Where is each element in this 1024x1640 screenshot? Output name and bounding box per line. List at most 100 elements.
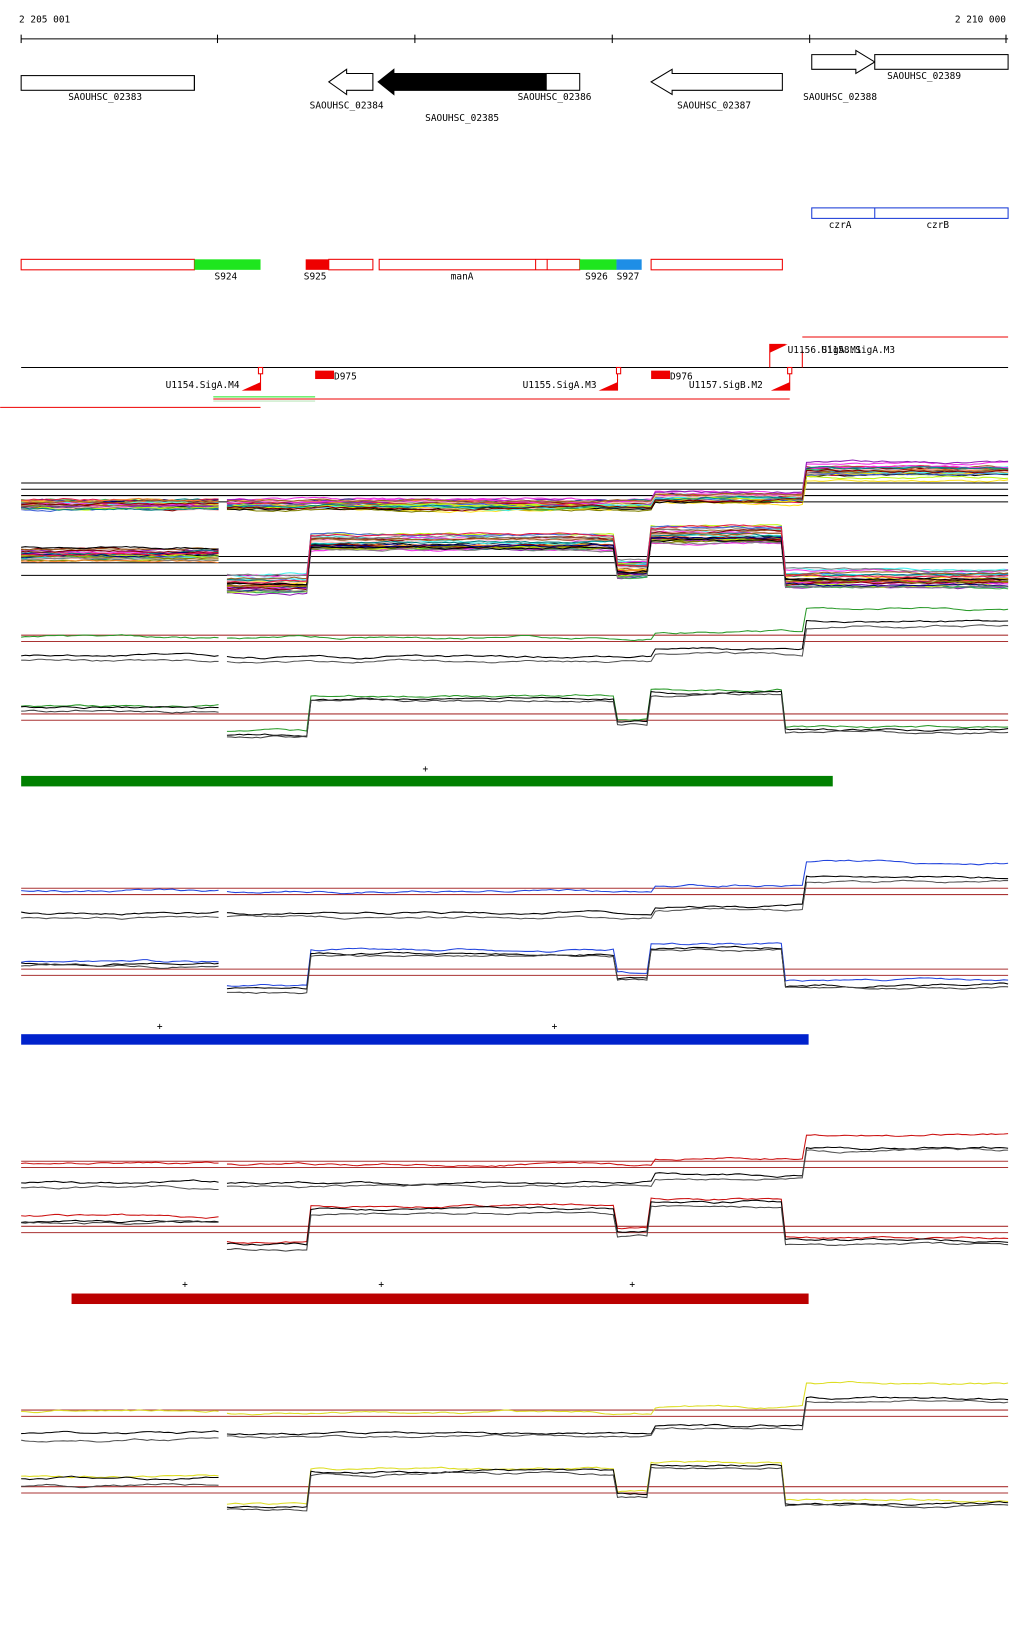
- trace: [21, 888, 219, 893]
- trace: [21, 545, 219, 551]
- segment-marker: +: [423, 764, 429, 775]
- trace: [21, 1483, 219, 1489]
- promoter-label: U1158.SigA.M3: [821, 345, 895, 356]
- trace: [21, 962, 219, 967]
- promoter-track: [0, 336, 1009, 408]
- promoter-label: U1156.SigA.M1: [788, 345, 862, 356]
- trace: [21, 1474, 219, 1479]
- trace: [226, 624, 1009, 664]
- trace: [226, 524, 1009, 584]
- segment-bar: [21, 1034, 809, 1045]
- trace: [21, 1475, 219, 1481]
- trace: [21, 555, 219, 560]
- gene-label: SAOUHSC_02383: [68, 92, 142, 103]
- trace: [21, 634, 219, 639]
- trace: [21, 547, 219, 551]
- gene-label: SAOUHSC_02385: [425, 113, 499, 124]
- operon-label: czrB: [926, 220, 949, 231]
- trace: [21, 507, 219, 511]
- feature-label: S924: [215, 272, 238, 283]
- operon-label: czrA: [829, 220, 852, 231]
- feature-label: S927: [617, 272, 640, 283]
- trace: [226, 1199, 1009, 1246]
- gene-shapes: [20, 49, 1009, 96]
- segment-marker: +: [182, 1280, 188, 1291]
- promoter-label: U1157.SigB.M2: [689, 380, 763, 391]
- trace: [21, 559, 219, 564]
- promoter-label: U1155.SigA.M3: [523, 380, 597, 391]
- feature-label: manA: [451, 272, 474, 283]
- trace: [21, 652, 219, 657]
- trace: [226, 606, 1009, 642]
- feature-label: S925: [304, 272, 327, 283]
- operon: [811, 207, 1009, 219]
- trace: [226, 879, 1009, 920]
- trace: [226, 1399, 1009, 1439]
- segment-marker: +: [552, 1021, 558, 1032]
- trace: [226, 1147, 1009, 1189]
- trace: [226, 526, 1009, 577]
- trace: [21, 1185, 219, 1190]
- trace: [21, 497, 219, 503]
- trace: [226, 1380, 1009, 1416]
- trace: [226, 942, 1009, 987]
- trace: [21, 1437, 219, 1443]
- trace: [21, 1219, 219, 1224]
- features: [20, 258, 783, 271]
- trace: [226, 468, 1009, 504]
- trace: [226, 1146, 1009, 1187]
- gene-label: SAOUHSC_02387: [677, 101, 751, 112]
- promoter-label: D976: [670, 371, 693, 382]
- trace: [226, 540, 1009, 593]
- trace: [226, 466, 1009, 509]
- trace: [226, 536, 1009, 593]
- segment-bar: [71, 1293, 809, 1305]
- trace: [21, 709, 219, 714]
- trace: [21, 1161, 219, 1165]
- trace: [226, 469, 1009, 512]
- gene-label: SAOUHSC_02384: [310, 101, 384, 112]
- trace: [226, 1205, 1009, 1252]
- trace: [21, 1179, 219, 1184]
- segment-marker: +: [629, 1280, 635, 1291]
- trace: [21, 959, 219, 963]
- gene-label: SAOUHSC_02388: [803, 92, 877, 103]
- ruler-ticks: [20, 34, 1007, 44]
- trace: [21, 705, 219, 710]
- feature-label: S926: [585, 272, 608, 283]
- segment-marker: +: [157, 1021, 163, 1032]
- trace: [21, 1430, 219, 1435]
- trace: [226, 459, 1009, 504]
- trace: [21, 556, 219, 562]
- trace: [21, 1409, 219, 1414]
- trace: [21, 911, 219, 916]
- trace: [21, 506, 219, 512]
- trace: [21, 1220, 219, 1225]
- trace: [226, 1133, 1009, 1168]
- trace: [21, 915, 219, 920]
- trace: [226, 1466, 1009, 1512]
- trace: [21, 1213, 219, 1219]
- end-coord: 2 210 000: [955, 14, 1006, 25]
- promoter-label: D975: [334, 371, 357, 382]
- trace: [21, 502, 219, 506]
- trace: [226, 1464, 1009, 1509]
- promoter-label: U1154.SigA.M4: [166, 380, 240, 391]
- trace: [226, 1396, 1009, 1436]
- trace: [21, 963, 219, 969]
- trace: [226, 875, 1009, 916]
- gene-label: SAOUHSC_02389: [887, 71, 961, 82]
- trace: [226, 619, 1009, 660]
- trace: [226, 859, 1009, 895]
- trace: [226, 1197, 1009, 1244]
- start-coord: 2 205 001: [19, 14, 70, 25]
- trace: [226, 948, 1009, 995]
- trace: [21, 552, 219, 557]
- segment-marker: +: [378, 1280, 384, 1291]
- trace: [226, 536, 1009, 591]
- trace: [21, 658, 219, 663]
- trace: [226, 538, 1009, 586]
- segment-bar: [21, 775, 833, 787]
- trace: [226, 945, 1009, 990]
- trace: [226, 692, 1009, 739]
